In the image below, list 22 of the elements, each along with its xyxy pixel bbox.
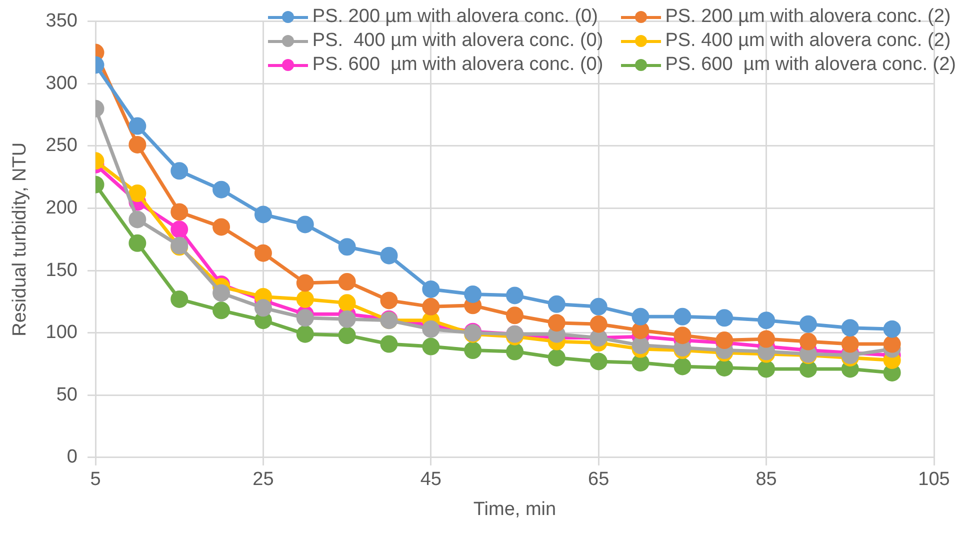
legend-label: PS. 600 µm with alovera conc. (0) <box>312 54 604 76</box>
x-tick-label: 85 <box>756 469 777 490</box>
y-tick-label: 200 <box>46 197 78 218</box>
legend-label: PS. 200 µm with alovera conc. (2) <box>665 6 951 28</box>
x-tick-label: 45 <box>420 469 442 490</box>
y-tick-label: 300 <box>46 72 78 94</box>
legend-label: PS. 400 µm with alovera conc. (2) <box>665 30 951 52</box>
x-tick-label: 25 <box>252 469 274 490</box>
x-axis-title: Time, min <box>473 498 556 520</box>
x-tick-label: 65 <box>588 469 610 490</box>
legend-label: PS. 400 µm with alovera conc. (0) <box>312 30 604 52</box>
x-tick-label: 5 <box>90 469 101 490</box>
legend-label: PS. 600 µm with alovera conc. (2) <box>665 54 956 76</box>
x-tick-label: 105 <box>918 469 950 490</box>
legend-label: PS. 200 µm with alovera conc. (0) <box>312 6 598 28</box>
y-tick-label: 50 <box>56 384 78 406</box>
y-tick-label: 100 <box>46 322 78 344</box>
y-tick-label: 250 <box>46 135 78 156</box>
y-tick-label: 0 <box>66 446 78 468</box>
y-tick-label: 350 <box>46 10 78 32</box>
y-axis-title: Residual turbidity, NTU <box>10 142 31 336</box>
y-tick-label: 150 <box>46 260 78 281</box>
